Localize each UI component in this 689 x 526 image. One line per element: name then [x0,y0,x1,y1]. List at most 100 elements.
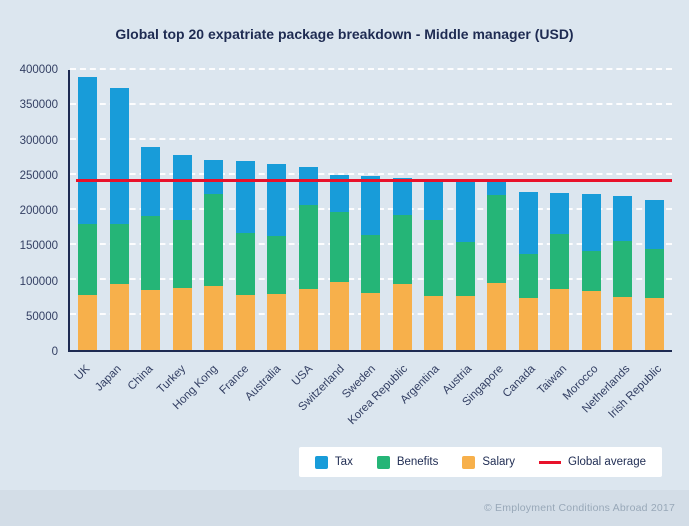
legend-item-salary[interactable]: Salary [462,455,515,469]
bar-segment-tax[interactable] [644,200,664,250]
bar-segment-benefits[interactable] [172,219,192,288]
bar-segment-benefits[interactable] [235,233,255,295]
bar-segment-salary[interactable] [613,296,633,350]
legend-item-tax[interactable]: Tax [314,455,353,469]
tax-swatch-icon [314,455,328,469]
legend-label: Salary [482,456,515,468]
bar-singapore[interactable] [487,70,507,350]
bar-segment-tax[interactable] [109,87,129,224]
gridline [70,68,672,70]
bar-australia[interactable] [267,70,287,350]
salary-swatch-icon [462,455,476,469]
gridline [70,103,672,105]
bar-segment-salary[interactable] [550,289,570,350]
global-average-line-icon [539,460,561,464]
bar-china[interactable] [141,70,161,350]
bar-sweden[interactable] [361,70,381,350]
bar-segment-tax[interactable] [204,160,224,194]
bar-segment-tax[interactable] [613,196,633,241]
bar-japan[interactable] [109,70,129,350]
bar-segment-tax[interactable] [267,163,287,236]
bar-segment-tax[interactable] [487,181,507,196]
global-average-line [76,179,672,182]
bar-taiwan[interactable] [550,70,570,350]
chart-title: Global top 20 expatriate package breakdo… [115,26,574,42]
bar-segment-tax[interactable] [235,161,255,234]
bar-segment-benefits[interactable] [550,233,570,290]
bar-segment-salary[interactable] [392,284,412,350]
bar-segment-salary[interactable] [78,294,98,350]
bar-segment-tax[interactable] [172,154,192,220]
bar-segment-salary[interactable] [267,294,287,350]
bar-segment-salary[interactable] [581,291,601,350]
bar-segment-salary[interactable] [361,293,381,350]
bar-segment-salary[interactable] [109,283,129,350]
bar-segment-benefits[interactable] [78,224,98,295]
bar-segment-salary[interactable] [172,287,192,350]
x-axis-tick-label: Canada [500,363,538,400]
bar-canada[interactable] [518,70,538,350]
bar-turkey[interactable] [172,70,192,350]
bar-segment-salary[interactable] [298,289,318,350]
x-axis-tick-label: UK [72,363,93,383]
bar-france[interactable] [235,70,255,350]
bar-segment-benefits[interactable] [581,251,601,292]
y-axis-tick-label: 400000 [19,64,58,76]
legend-item-benefits[interactable]: Benefits [376,455,439,469]
bar-netherlands[interactable] [613,70,633,350]
y-axis-tick-label: 100000 [19,275,58,288]
bar-segment-benefits[interactable] [329,212,349,283]
bar-segment-benefits[interactable] [267,235,287,294]
bar-segment-benefits[interactable] [644,249,664,299]
bar-segment-tax[interactable] [392,177,412,215]
bar-segment-tax[interactable] [581,193,601,252]
bar-segment-salary[interactable] [329,282,349,350]
bar-morocco[interactable] [581,70,601,350]
bar-segment-salary[interactable] [235,294,255,350]
bar-segment-salary[interactable] [141,289,161,350]
y-axis-tick-label: 50000 [26,310,58,323]
bar-segment-tax[interactable] [78,77,98,225]
bar-segment-salary[interactable] [424,296,444,350]
legend: Tax Benefits Salary Global average [298,447,662,477]
bar-segment-benefits[interactable] [109,224,129,284]
bar-segment-tax[interactable] [424,179,444,220]
footer-bar [0,490,689,526]
bar-segment-benefits[interactable] [518,254,538,299]
bar-switzerland[interactable] [329,70,349,350]
bar-segment-benefits[interactable] [361,235,381,294]
bar-usa[interactable] [298,70,318,350]
bar-segment-salary[interactable] [455,296,475,350]
bar-segment-benefits[interactable] [613,240,633,297]
bar-segment-tax[interactable] [518,191,538,255]
bar-hong-kong[interactable] [204,70,224,350]
x-axis: UK Japan China Turkey Hong Kong France Austral… [68,355,672,455]
bar-segment-tax[interactable] [329,175,349,213]
bar-segment-salary[interactable] [518,298,538,350]
x-axis-tick-label: China [126,363,156,393]
bar-segment-benefits[interactable] [298,205,318,290]
bar-segment-tax[interactable] [298,167,318,206]
bar-segment-salary[interactable] [644,298,664,350]
legend-item-global-average[interactable]: Global average [539,456,646,468]
gridline [70,173,672,175]
legend-label: Tax [334,456,353,468]
legend-label: Benefits [396,456,439,468]
bar-austria[interactable] [455,70,475,350]
bar-segment-benefits[interactable] [141,216,161,290]
bar-segment-benefits[interactable] [424,219,444,297]
bar-korea-republic[interactable] [392,70,412,350]
bar-segment-tax[interactable] [455,179,475,243]
bar-segment-benefits[interactable] [392,214,412,285]
bar-irish-republic[interactable] [644,70,664,350]
bar-argentina[interactable] [424,70,444,350]
bar-uk[interactable] [78,70,98,350]
bar-segment-benefits[interactable] [204,193,224,287]
bar-segment-salary[interactable] [487,282,507,350]
bar-segment-benefits[interactable] [487,195,507,283]
bar-segment-salary[interactable] [204,286,224,350]
bar-segment-benefits[interactable] [455,242,475,297]
bar-segment-tax[interactable] [550,193,570,234]
bar-segment-tax[interactable] [361,175,381,236]
x-axis-tick-label: USA [289,363,315,389]
